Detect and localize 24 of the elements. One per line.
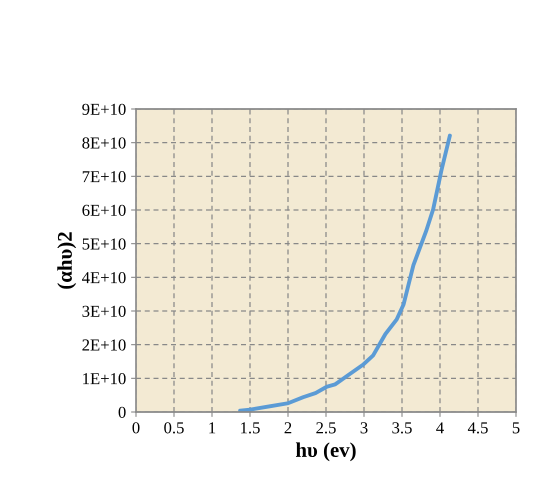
x-tick-label: 3 bbox=[360, 422, 368, 434]
x-tick-label: 1 bbox=[209, 422, 216, 434]
y-tick-label: 2E+10 bbox=[82, 339, 126, 351]
y-axis-title: (αhυ)2 bbox=[57, 232, 76, 289]
x-tick-label: 0.5 bbox=[164, 422, 184, 434]
y-tick-label: 0 bbox=[118, 406, 126, 418]
x-tick-label: 4 bbox=[436, 422, 444, 434]
y-tick-label: 8E+10 bbox=[82, 137, 126, 149]
x-tick-label: 2.5 bbox=[316, 422, 336, 434]
x-tick-label: 3.5 bbox=[392, 422, 412, 434]
y-tick-label: 5E+10 bbox=[82, 238, 126, 250]
y-tick-label: 1E+10 bbox=[83, 373, 126, 384]
x-tick-label: 2 bbox=[284, 422, 292, 434]
y-tick-label: 3E+10 bbox=[82, 306, 126, 317]
y-tick-label: 4E+10 bbox=[82, 272, 126, 284]
x-tick-label: 0 bbox=[132, 422, 140, 434]
x-axis-title: hυ (ev) bbox=[296, 442, 356, 462]
y-tick-label: 6E+10 bbox=[82, 204, 126, 216]
x-tick-label: 4.5 bbox=[468, 422, 488, 434]
y-tick-label: 7E+10 bbox=[82, 171, 126, 182]
x-tick-label: 5 bbox=[512, 422, 520, 434]
x-tick-label: 1.5 bbox=[241, 422, 260, 434]
line-series bbox=[238, 134, 452, 412]
y-tick-label: 9E+10 bbox=[82, 104, 126, 115]
